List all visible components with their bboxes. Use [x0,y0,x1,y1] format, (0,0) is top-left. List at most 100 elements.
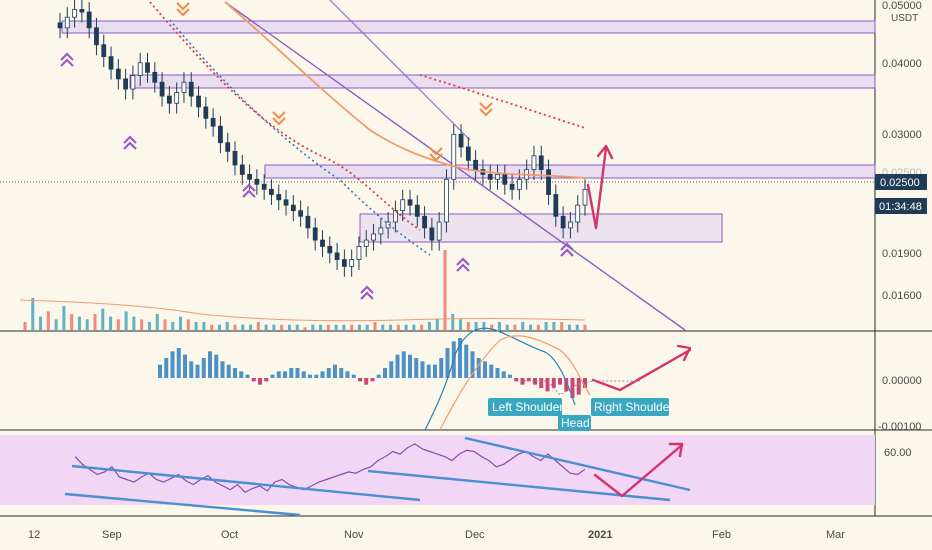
candle-body[interactable] [261,183,267,190]
trendline-lower[interactable] [329,0,471,141]
volume-bar [225,322,229,330]
candle-body[interactable] [174,92,180,104]
price-projection-arrow [586,146,608,230]
candle-body[interactable] [516,178,522,190]
candle-body[interactable] [458,133,464,148]
candle-body[interactable] [283,199,289,206]
candle-body[interactable] [232,150,238,166]
macd-bar [289,368,294,378]
candle-body[interactable] [538,155,544,171]
macd-bar [295,368,300,378]
double-chevron-up-icon [123,135,137,150]
macd-bar [395,354,400,378]
candle-body[interactable] [349,259,355,267]
candle-body[interactable] [334,252,340,260]
candle-body[interactable] [327,246,333,254]
candle-body[interactable] [363,239,369,247]
time-axis: 12 Sep Oct Nov Dec 2021 Feb Mar [28,529,845,541]
candle-body[interactable] [115,68,121,80]
resistance-zone-2[interactable] [129,74,876,89]
double-chevron-down-icon [479,102,493,117]
candle-body[interactable] [560,215,566,229]
candle-body[interactable] [64,16,70,29]
candle-body[interactable] [225,142,231,152]
candle-body[interactable] [407,199,413,206]
candle-body[interactable] [502,174,508,185]
candle-body[interactable] [400,199,406,212]
candle-body[interactable] [298,210,304,217]
candle-body[interactable] [94,27,99,46]
macd-bar [389,361,394,378]
candle-body[interactable] [210,117,216,127]
candle-body[interactable] [290,204,296,212]
candle-body[interactable] [276,194,282,201]
volume-bar [451,314,455,330]
time-label-3: Nov [344,529,364,541]
candle-body[interactable] [465,146,471,161]
candle-body[interactable] [509,183,515,190]
candle-body[interactable] [320,239,325,247]
candle-body[interactable] [531,155,537,171]
candle-body[interactable] [188,81,194,97]
rsi-trend-1 [71,464,421,502]
candle-body[interactable] [356,246,362,260]
candle-body[interactable] [145,62,150,73]
time-label-2: Oct [221,529,238,541]
candle-body[interactable] [568,221,573,229]
candle-body[interactable] [57,22,63,29]
candle-body[interactable] [378,227,384,235]
candle-body[interactable] [393,210,398,223]
candle-body[interactable] [247,174,252,180]
macd-bar [245,374,250,378]
left-shoulder-callout[interactable] [488,398,562,416]
candle-body[interactable] [553,194,559,217]
candle-body[interactable] [123,78,129,90]
candle-body[interactable] [152,71,158,83]
candle-body[interactable] [473,159,479,171]
candle-body[interactable] [582,188,588,206]
candle-body[interactable] [196,95,201,108]
candle-body[interactable] [451,133,457,180]
volume-bar [124,311,128,330]
candle-body[interactable] [269,188,274,195]
candle-body[interactable] [203,106,209,119]
candle-body[interactable] [159,81,165,97]
candle-body[interactable] [305,215,311,229]
resistance-zone-3[interactable] [264,164,876,179]
volume-bar [365,324,369,330]
candle-body[interactable] [429,227,435,241]
candle-body[interactable] [86,11,92,29]
volume-bar [396,324,400,330]
candle-body[interactable] [72,9,77,18]
macd-bar [458,338,462,378]
candle-body[interactable] [239,164,245,175]
candle-body[interactable] [108,56,114,70]
volume-bar [101,308,105,330]
head-callout[interactable] [558,415,591,431]
volume-bar [85,319,89,330]
candle-body[interactable] [422,215,427,229]
volume-bar [179,316,183,330]
candle-body[interactable] [101,44,107,58]
candle-body[interactable] [575,204,581,223]
candle-body[interactable] [130,75,136,90]
candle-body[interactable] [436,221,442,241]
candle-body[interactable] [79,9,85,13]
candle-body[interactable] [341,259,347,267]
candle-body[interactable] [487,174,493,180]
candle-body[interactable] [546,169,551,195]
candle-body[interactable] [181,81,187,93]
volume-bar [381,324,385,330]
resistance-zone-1[interactable] [61,20,876,34]
candle-body[interactable] [137,62,143,76]
candle-body[interactable] [166,95,172,104]
right-shoulder-callout[interactable] [591,398,669,416]
candle-body[interactable] [444,178,449,223]
candle-body[interactable] [312,227,318,241]
candle-body[interactable] [218,125,223,144]
candle-body[interactable] [414,204,420,217]
candle-body[interactable] [254,178,260,185]
candle-body[interactable] [371,233,376,241]
candle-body[interactable] [495,174,500,180]
